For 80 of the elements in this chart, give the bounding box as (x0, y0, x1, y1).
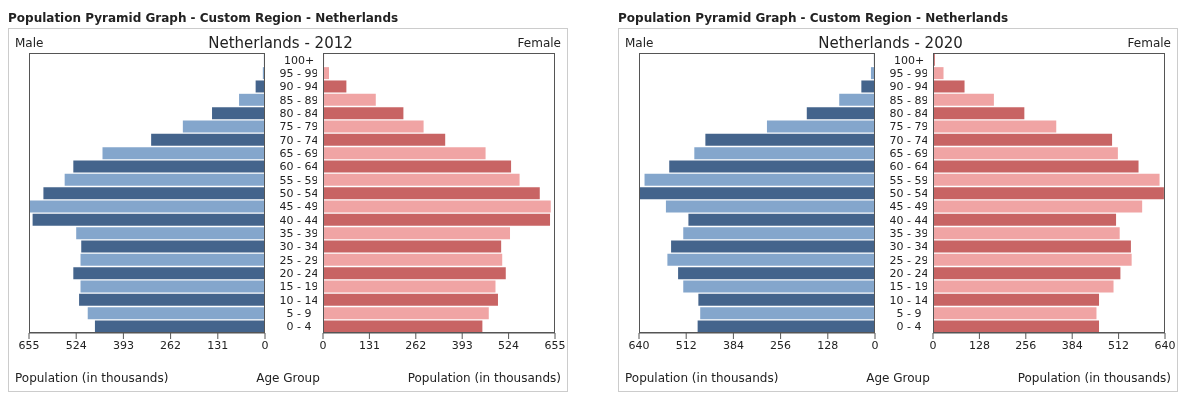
y-tick-label: 90 - 94 (279, 80, 319, 94)
text: Male (15, 36, 44, 50)
y-tick-label: 40 - 44 (279, 213, 319, 227)
y-tick-label: 25 - 29 (279, 253, 319, 267)
x-tick-label: 512 (1108, 338, 1130, 352)
y-tick-label: 90 - 94 (889, 80, 929, 94)
y-tick-label: 15 - 19 (279, 280, 319, 294)
chart-title: Population Pyramid Graph - Custom Region - Netherlands (8, 10, 400, 27)
x-tick-label: 128 (968, 338, 990, 352)
x-tick-label: 262 (405, 338, 427, 352)
x-tick-label: 256 (1015, 338, 1037, 352)
y-tick-label: 10 - 14 (279, 293, 319, 307)
y-axis-title: Age Group (256, 371, 320, 385)
y-tick-label: 15 - 19 (889, 280, 929, 294)
y-tick-label: 55 - 59 (889, 173, 929, 187)
x-tick-label: 393 (112, 338, 134, 352)
y-tick-label: 30 - 34 (889, 240, 929, 254)
y-tick-label: 75 - 79 (889, 120, 929, 134)
y-tick-label: 20 - 24 (889, 267, 929, 280)
x-axis-title: Population (in thousands) (15, 371, 169, 385)
x-tick-label: 0 (871, 338, 879, 352)
y-tick-label: 95 - 99 (279, 67, 319, 80)
x-axis-title: Population (in thousands) (407, 371, 561, 385)
x-tick-label: 262 (160, 338, 182, 352)
x-tick-label: 655 (18, 338, 40, 352)
y-tick-label: 85 - 89 (889, 93, 929, 107)
x-axis-title: Population (in thousands) (625, 371, 779, 385)
y-tick-label: 0 - 4 (286, 320, 312, 334)
y-tick-label: 65 - 69 (279, 147, 319, 160)
y-tick-label: 55 - 59 (279, 173, 319, 187)
x-tick-label: 131 (358, 338, 380, 352)
text: Female (517, 36, 561, 50)
x-tick-label: 131 (207, 338, 229, 352)
x-tick-label: 0 (261, 338, 269, 352)
x-axis-title: Population (in thousands) (1017, 371, 1171, 385)
x-tick-label: 256 (770, 338, 792, 352)
y-tick-label: 65 - 69 (889, 147, 929, 160)
text: Female (1127, 36, 1171, 50)
y-tick-label: 45 - 49 (889, 200, 929, 214)
x-tick-label: 128 (817, 338, 839, 352)
y-tick-label: 60 - 64 (279, 160, 319, 174)
y-tick-label: 80 - 84 (889, 107, 929, 120)
y-tick-label: 75 - 79 (279, 120, 319, 134)
y-tick-label: 25 - 29 (889, 253, 929, 267)
x-tick-label: 512 (675, 338, 697, 352)
y-tick-label: 100+ (283, 53, 315, 67)
x-tick-label: 384 (722, 338, 744, 352)
chart-title: Population Pyramid Graph - Custom Region - Netherlands (618, 10, 1010, 27)
y-tick-label: 80 - 84 (279, 107, 319, 120)
x-tick-label: 640 (1154, 338, 1176, 352)
y-tick-label: 60 - 64 (889, 160, 929, 174)
y-axis-title: Age Group (866, 371, 930, 385)
text: Male (625, 36, 654, 50)
y-tick-label: 5 - 9 (286, 307, 312, 320)
y-tick-label: 35 - 39 (279, 227, 319, 240)
x-tick-label: 524 (65, 338, 87, 352)
x-tick-label: 655 (544, 338, 566, 352)
x-tick-label: 0 (929, 338, 937, 352)
y-tick-label: 50 - 54 (279, 187, 319, 200)
x-tick-label: 393 (451, 338, 473, 352)
y-tick-label: 70 - 74 (889, 133, 929, 147)
chart-subtitle: Netherlands - 2020 (818, 34, 963, 52)
y-tick-label: 10 - 14 (889, 293, 929, 307)
y-tick-label: 5 - 9 (896, 307, 922, 320)
y-tick-label: 100+ (893, 53, 925, 67)
y-tick-label: 85 - 89 (279, 93, 319, 107)
y-tick-label: 30 - 34 (279, 240, 319, 254)
y-tick-label: 35 - 39 (889, 227, 929, 240)
y-tick-label: 70 - 74 (279, 133, 319, 147)
y-tick-label: 0 - 4 (896, 320, 922, 334)
y-tick-label: 95 - 99 (889, 67, 929, 80)
x-tick-label: 0 (319, 338, 327, 352)
y-tick-label: 20 - 24 (279, 267, 319, 280)
x-tick-label: 384 (1061, 338, 1083, 352)
y-tick-label: 50 - 54 (889, 187, 929, 200)
x-tick-label: 640 (628, 338, 650, 352)
x-tick-label: 524 (498, 338, 520, 352)
chart-subtitle: Netherlands - 2012 (208, 34, 353, 52)
y-tick-label: 40 - 44 (889, 213, 929, 227)
y-tick-label: 45 - 49 (279, 200, 319, 214)
